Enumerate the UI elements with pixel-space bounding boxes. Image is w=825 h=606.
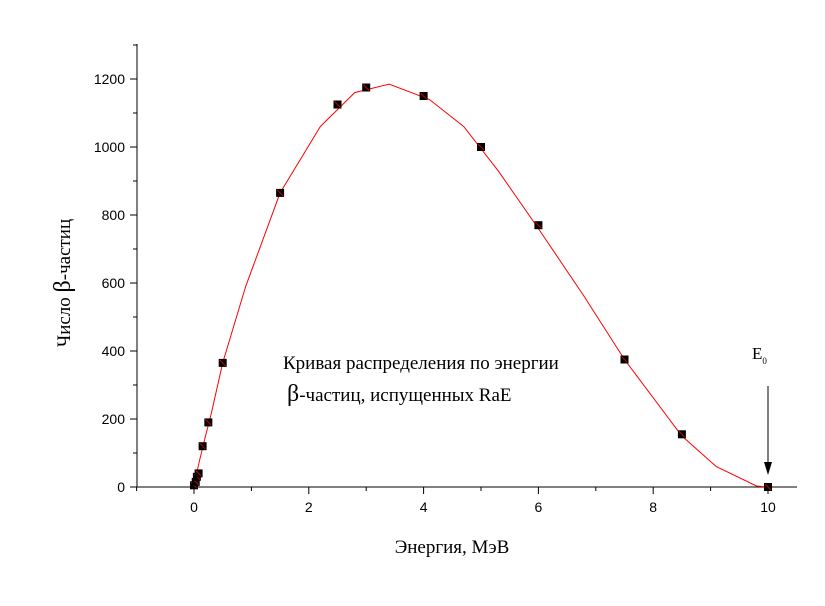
data-point (218, 358, 227, 367)
axes (130, 44, 797, 494)
data-point-cross (276, 189, 284, 197)
x-tick-label: 8 (649, 499, 657, 515)
y-axis-title-beta: β (50, 280, 76, 292)
x-axis-title: Энергия, МэВ (395, 537, 510, 558)
fit-curve-line (193, 83, 769, 488)
data-point (194, 469, 203, 478)
y-tick-label: 200 (102, 411, 126, 427)
annotation-line-2: β-частиц, испущенных RaE (287, 381, 512, 407)
data-point-cross (621, 356, 628, 363)
data-point-cross (204, 419, 212, 426)
x-tick-label: 2 (305, 499, 313, 515)
endpoint-label-subscript: 0 (762, 356, 767, 366)
data-point (534, 221, 543, 230)
y-tick-label: 0 (117, 479, 125, 495)
data-point (419, 92, 428, 100)
x-tick-label: 0 (190, 499, 198, 515)
y-axis-title: Число β-частиц (50, 219, 76, 347)
data-points-layer (190, 83, 772, 491)
data-point (764, 483, 772, 491)
data-point (333, 100, 342, 109)
annotation-line-2-text: -частиц, испущенных RaE (299, 385, 511, 406)
fit-curve-layer (193, 83, 769, 488)
y-axis-title-prefix: Число (54, 292, 75, 347)
data-point-cross (334, 101, 341, 108)
annotation-line-1: Кривая распределения по энергии (283, 353, 559, 374)
data-point-cross (535, 221, 542, 229)
tick-labels-layer: 0 2 4 6 8 10 0 200 400 600 800 1000 1200 (94, 71, 776, 515)
y-tick-label: 600 (102, 275, 126, 291)
y-tick-label: 400 (102, 343, 126, 359)
data-point-cross (362, 84, 370, 91)
data-point (204, 418, 213, 427)
data-point-cross (764, 483, 772, 491)
data-point (198, 442, 207, 451)
x-tick-label: 10 (760, 499, 776, 515)
data-point (276, 188, 285, 197)
y-tick-label: 800 (102, 207, 126, 223)
x-tick-label: 4 (420, 499, 428, 515)
data-point (362, 83, 371, 92)
y-tick-label: 1200 (94, 71, 125, 87)
data-point-cross (199, 442, 206, 450)
data-point (677, 430, 686, 439)
data-point-cross (678, 430, 686, 438)
data-point-cross (219, 359, 227, 367)
data-point (477, 143, 485, 151)
x-tick-label: 6 (535, 499, 543, 515)
data-point-cross (195, 470, 202, 477)
y-axis-title-suffix: -частиц (54, 219, 75, 280)
endpoint-label-e: E (752, 344, 762, 363)
data-point (620, 355, 629, 364)
data-point-cross (477, 143, 485, 151)
endpoint-arrow-head (764, 462, 772, 475)
endpoint-arrow (764, 386, 772, 475)
y-tick-label: 1000 (94, 139, 125, 155)
data-point-cross (420, 92, 427, 100)
annotation-beta: β (287, 381, 299, 407)
endpoint-label: E0 (752, 344, 767, 366)
